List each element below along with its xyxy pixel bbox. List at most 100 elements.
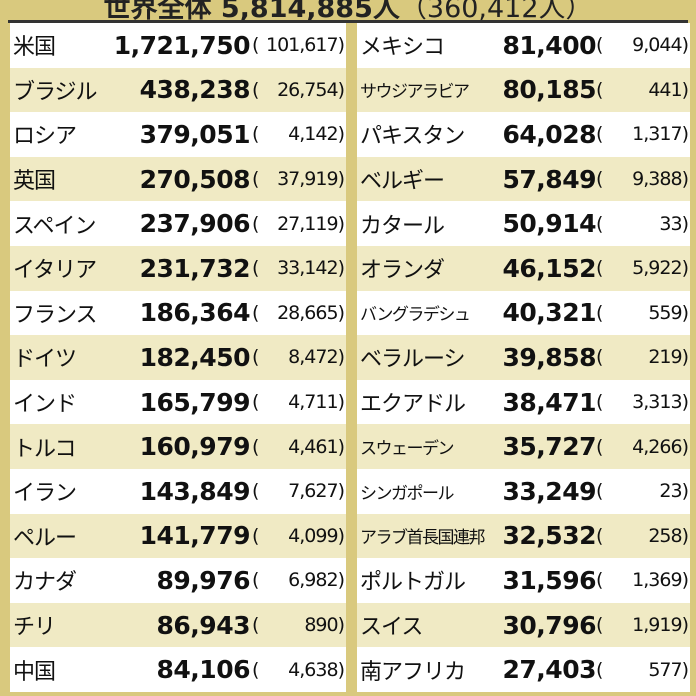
table-row: サウジアラビア 80,185(441) (357, 67, 690, 113)
country-name: ドイツ (13, 347, 77, 373)
table-row: トルコ 160,979(4,461) (10, 424, 346, 469)
country-name: シンガポール (360, 483, 455, 504)
right-table: メキシコ 81,400(9,044) サウジアラビア 80,185(441) パキスタン… (357, 23, 690, 692)
header-divider (8, 20, 688, 23)
table-row: ブラジル 438,238(26,754) (10, 67, 346, 113)
country-name: 英国 (13, 169, 56, 195)
country-name: カナダ (13, 570, 77, 596)
case-count: 46,152 (502, 253, 597, 283)
case-count: 379,051 (139, 119, 251, 149)
death-count: (219) (596, 346, 689, 369)
case-count: 438,238 (139, 75, 251, 105)
death-count: (101,617) (252, 34, 345, 57)
table-row: カナダ 89,976(6,982) (10, 558, 346, 603)
country-name: アラブ首長国連邦 (360, 528, 486, 549)
case-count: 40,321 (502, 298, 597, 328)
case-count: 33,249 (502, 476, 597, 506)
death-count: (1,369) (596, 569, 689, 592)
death-count: (4,142) (252, 123, 345, 146)
case-count: 64,028 (502, 119, 597, 149)
death-count: (441) (596, 78, 689, 101)
table-row: ロシア 379,051(4,142) (10, 112, 346, 157)
country-name: イタリア (13, 258, 97, 284)
table-row: 英国 270,508(37,919) (10, 156, 346, 202)
case-count: 141,779 (139, 521, 251, 551)
country-name: スペイン (13, 213, 96, 239)
case-count: 160,979 (139, 432, 251, 462)
case-count: 31,596 (502, 565, 597, 595)
death-count: (4,711) (252, 391, 345, 414)
case-count: 237,906 (139, 209, 251, 239)
death-count: (1,919) (596, 614, 689, 637)
country-name: サウジアラビア (360, 82, 470, 103)
table-row: スウェーデン 35,727(4,266) (357, 424, 690, 469)
death-count: (1,317) (596, 123, 689, 146)
case-count: 143,849 (139, 476, 251, 506)
country-name: イラン (13, 481, 77, 507)
country-name: ブラジル (13, 79, 98, 105)
country-name: 米国 (13, 35, 56, 61)
country-name: パキスタン (360, 124, 465, 150)
country-name: ペルー (13, 525, 77, 551)
death-count: (9,388) (596, 168, 689, 191)
case-count: 38,471 (502, 387, 597, 417)
country-name: インド (13, 392, 77, 418)
death-count: (33,142) (252, 257, 345, 280)
death-count: (890) (252, 614, 345, 637)
table-row: イラン 143,849(7,627) (10, 468, 346, 514)
death-count: (6,982) (252, 569, 345, 592)
case-count: 231,732 (139, 253, 251, 283)
country-name: カタール (360, 213, 445, 239)
country-name: 南アフリカ (360, 659, 466, 685)
death-count: (23) (596, 480, 689, 503)
table-row: メキシコ 81,400(9,044) (357, 23, 690, 68)
case-count: 89,976 (156, 565, 251, 595)
table-row: バングラデシュ 40,321(559) (357, 290, 690, 336)
table-row: スイス 30,796(1,919) (357, 602, 690, 648)
country-name: ロシア (13, 124, 77, 150)
death-count: (7,627) (252, 480, 345, 503)
death-count: (4,461) (252, 435, 345, 458)
death-count: (4,266) (596, 435, 689, 458)
country-name: バングラデシュ (360, 305, 471, 326)
death-count: (3,313) (596, 391, 689, 414)
case-count: 57,849 (502, 164, 597, 194)
case-count: 27,403 (502, 655, 597, 685)
table-row: パキスタン 64,028(1,317) (357, 112, 690, 157)
death-count: (37,919) (252, 168, 345, 191)
table-row: インド 165,799(4,711) (10, 379, 346, 425)
country-name: フランス (13, 302, 98, 328)
death-count: (9,044) (596, 34, 689, 57)
death-count: (33) (596, 212, 689, 235)
country-name: ベラルーシ (360, 347, 466, 373)
table-row: アラブ首長国連邦 32,532(258) (357, 513, 690, 559)
table-row: チリ 86,943(890) (10, 602, 346, 648)
case-count: 84,106 (156, 655, 251, 685)
table-row: カタール 50,914(33) (357, 201, 690, 246)
death-count: (26,754) (252, 78, 345, 101)
case-count: 80,185 (502, 75, 597, 105)
country-name: メキシコ (360, 35, 445, 61)
table-row: 南アフリカ 27,403(577) (357, 647, 690, 692)
table-row: シンガポール 33,249(23) (357, 468, 690, 514)
country-name: チリ (13, 615, 56, 641)
death-count: (27,119) (252, 212, 345, 235)
country-name: エクアドル (360, 392, 466, 418)
table-row: 米国 1,721,750(101,617) (10, 23, 346, 68)
case-count: 81,400 (502, 30, 597, 60)
case-count: 50,914 (502, 209, 597, 239)
country-name: スイス (360, 615, 423, 641)
death-count: (559) (596, 301, 689, 324)
table-row: ドイツ 182,450(8,472) (10, 335, 346, 380)
case-count: 30,796 (502, 610, 597, 640)
case-count: 35,727 (502, 432, 597, 462)
country-name: ポルトガル (360, 570, 466, 596)
death-count: (4,099) (252, 524, 345, 547)
country-name: オランダ (360, 258, 445, 284)
case-count: 86,943 (156, 610, 251, 640)
table-row: オランダ 46,152(5,922) (357, 245, 690, 291)
table-row: スペイン 237,906(27,119) (10, 201, 346, 246)
death-count: (28,665) (252, 301, 345, 324)
table-row: 中国 84,106(4,638) (10, 647, 346, 692)
case-count: 32,532 (502, 521, 597, 551)
